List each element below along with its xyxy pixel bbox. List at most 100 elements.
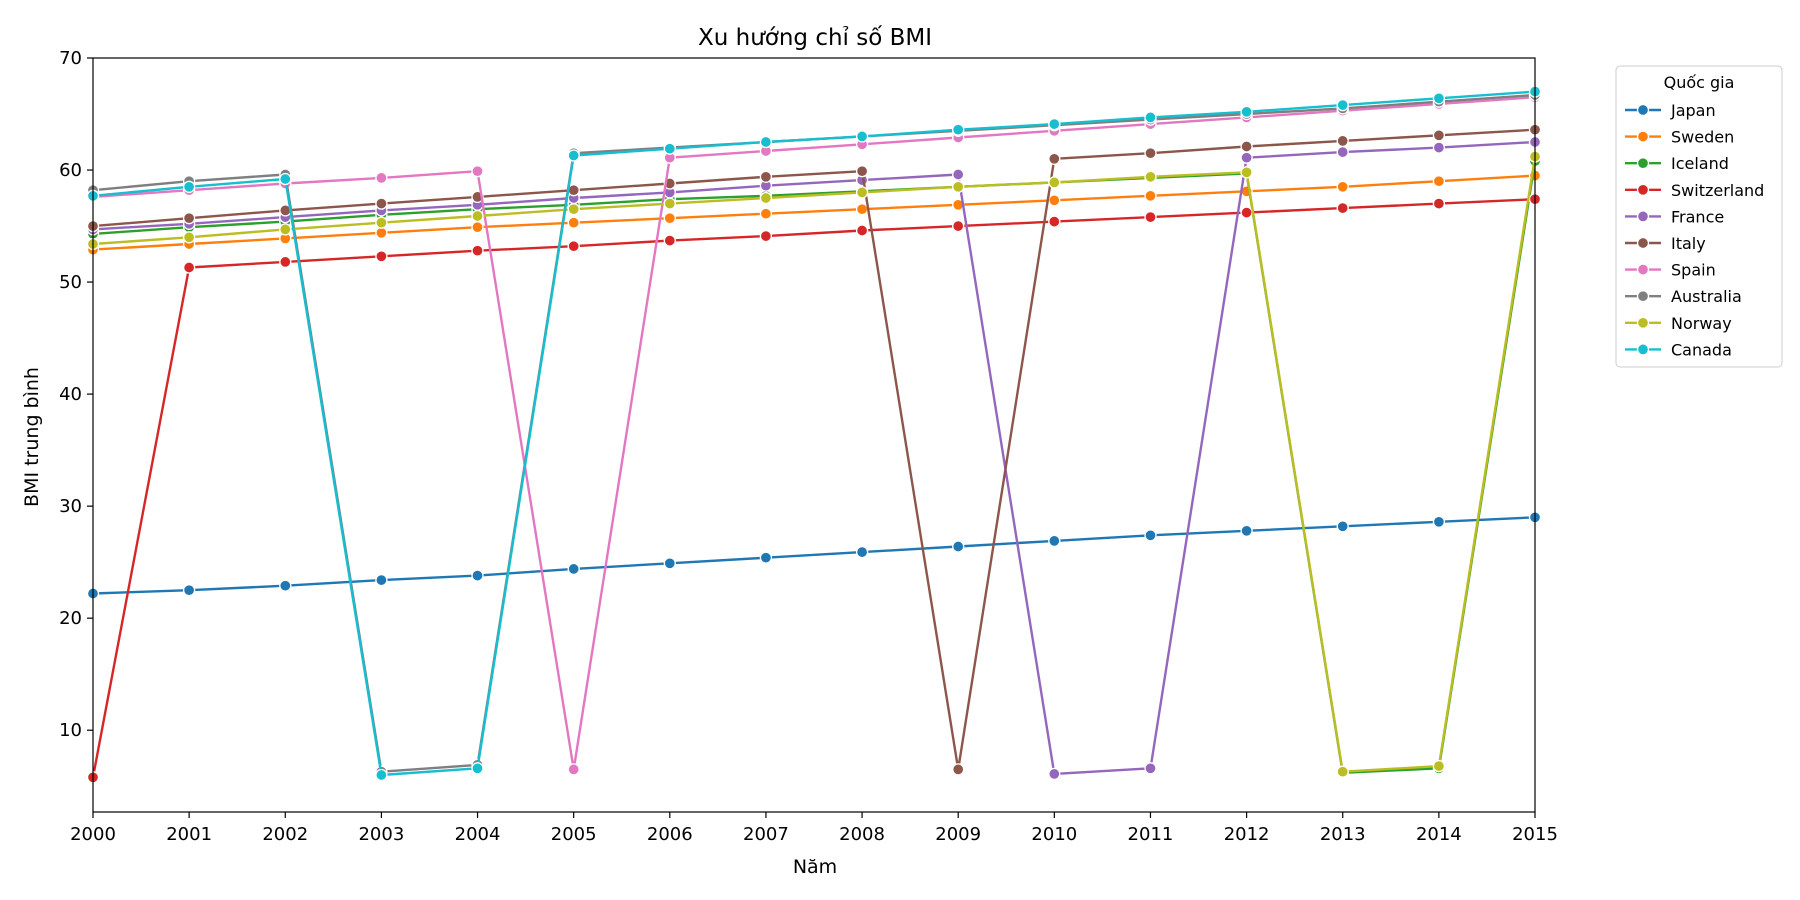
x-tick-label: 2014 (1416, 824, 1462, 845)
legend-item-italy: Italy (1625, 234, 1706, 253)
y-tick-label: 40 (59, 384, 82, 405)
x-tick-label: 2015 (1512, 824, 1558, 845)
series-japan (86, 511, 1542, 600)
data-point (855, 545, 869, 559)
legend-label: Australia (1671, 287, 1742, 306)
plot-area (86, 85, 1542, 784)
data-point (375, 171, 388, 185)
data-point (1336, 180, 1349, 193)
x-tick-label: 2012 (1224, 824, 1270, 845)
legend-box (1615, 65, 1783, 368)
legend-item-japan: Japan (1625, 101, 1716, 120)
data-point (855, 203, 869, 216)
data-point (182, 261, 196, 274)
data-point (279, 579, 292, 592)
legend-label: Canada (1671, 340, 1732, 359)
data-point (1432, 141, 1446, 154)
data-point (279, 172, 292, 186)
y-tick-label: 30 (59, 496, 82, 517)
data-point (952, 123, 965, 136)
data-point (663, 557, 676, 570)
data-point (182, 584, 196, 597)
x-tick-label: 2002 (262, 824, 308, 845)
data-point (1240, 524, 1253, 537)
data-point (663, 197, 676, 210)
x-tick-label: 2004 (455, 824, 501, 845)
series-line-australia (92, 93, 1536, 773)
series-line-spain (92, 96, 1536, 771)
legend-item-france: France (1625, 207, 1724, 226)
legend-swatch-marker (1636, 236, 1650, 250)
x-tick-label: 2007 (743, 824, 789, 845)
legend-label: Spain (1671, 261, 1716, 280)
legend-swatch-marker (1636, 210, 1650, 223)
x-axis-title: Năm (793, 856, 837, 878)
legend-label: Iceland (1671, 154, 1729, 173)
data-point (1240, 166, 1253, 179)
data-point (1432, 197, 1446, 210)
data-point (471, 762, 484, 775)
legend-item-canada: Canada (1625, 340, 1732, 359)
data-point (567, 562, 580, 576)
legend-label: Italy (1671, 234, 1706, 253)
data-point (1144, 529, 1157, 542)
legend-item-iceland: Iceland (1625, 154, 1729, 173)
legend-title: Quốc gia (1664, 73, 1735, 92)
x-tick-label: 2009 (935, 824, 981, 845)
y-tick-label: 20 (59, 608, 82, 629)
data-point (952, 219, 965, 233)
data-point (567, 240, 580, 253)
legend-item-australia: Australia (1625, 287, 1742, 306)
data-point (375, 573, 388, 587)
data-point (1048, 534, 1061, 548)
x-axis: 2000 2001 2002 2003 2004 2005 2006 2007 2008 2009… (70, 812, 1558, 845)
data-point (375, 197, 388, 210)
legend-label: France (1671, 207, 1724, 226)
legend-item-switzerland: Switzerland (1625, 181, 1764, 200)
data-point (855, 224, 869, 237)
data-point (759, 135, 773, 149)
legend-label: Switzerland (1671, 181, 1764, 200)
legend-label: Japan (1670, 101, 1716, 120)
data-point (663, 212, 676, 225)
data-point (759, 191, 773, 205)
data-point (1144, 111, 1157, 124)
data-point (759, 551, 773, 564)
data-point (1336, 201, 1349, 215)
series-line-canada (92, 90, 1536, 777)
series-canada (86, 85, 1542, 782)
data-point (279, 223, 292, 236)
data-point (1144, 147, 1157, 160)
data-point (1432, 92, 1446, 105)
legend-swatch-marker (1636, 130, 1650, 143)
plot-frame (92, 57, 1536, 813)
data-point (375, 768, 388, 782)
y-tick-label: 10 (59, 720, 82, 741)
data-point (952, 180, 965, 193)
data-point (855, 130, 869, 143)
data-point (471, 569, 484, 582)
data-point (1432, 759, 1446, 773)
series-switzerland (86, 193, 1542, 784)
legend-item-norway: Norway (1625, 314, 1732, 333)
legend-label: Sweden (1671, 128, 1734, 147)
legend-item-sweden: Sweden (1625, 128, 1734, 147)
x-tick-label: 2008 (839, 824, 885, 845)
data-point (759, 170, 773, 183)
data-point (279, 255, 292, 269)
y-axis-title: BMI trung bình (21, 367, 43, 507)
data-point (375, 250, 388, 263)
data-point (952, 763, 965, 776)
legend-swatch-marker (1636, 290, 1650, 303)
data-point (375, 226, 388, 239)
data-point (1144, 210, 1157, 224)
data-point (855, 186, 869, 199)
data-point (1048, 767, 1061, 781)
data-point (1432, 515, 1446, 528)
series-line-iceland (92, 160, 1537, 774)
x-tick-label: 2001 (166, 824, 212, 845)
data-point (663, 142, 676, 155)
y-tick-label: 70 (59, 48, 82, 69)
data-point (1048, 194, 1061, 207)
data-point (1432, 175, 1446, 188)
